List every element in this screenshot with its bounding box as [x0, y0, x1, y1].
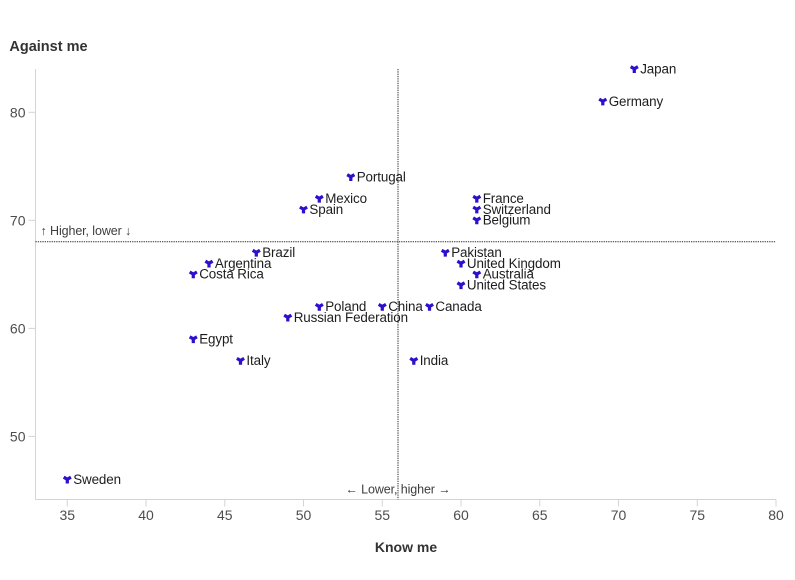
svg-text:Italy: Italy: [246, 353, 270, 368]
svg-text:50: 50: [296, 507, 312, 523]
svg-text:India: India: [420, 353, 449, 368]
svg-text:Egypt: Egypt: [199, 332, 233, 347]
svg-text:Against me: Against me: [9, 39, 87, 55]
svg-text:Argentina: Argentina: [215, 256, 272, 271]
svg-text:Portugal: Portugal: [357, 169, 406, 184]
svg-text:United Kingdom: United Kingdom: [467, 256, 561, 271]
svg-text:↑ Higher, lower ↓: ↑ Higher, lower ↓: [41, 224, 132, 238]
svg-text:80: 80: [10, 104, 26, 120]
svg-text:Australia: Australia: [483, 267, 535, 282]
svg-text:40: 40: [138, 507, 154, 523]
svg-text:60: 60: [10, 320, 26, 336]
svg-text:45: 45: [217, 507, 233, 523]
svg-text:Poland: Poland: [325, 299, 366, 314]
svg-text:United States: United States: [467, 278, 546, 293]
svg-text:China: China: [388, 299, 423, 314]
svg-text:35: 35: [60, 507, 76, 523]
svg-text:70: 70: [10, 212, 26, 228]
svg-text:75: 75: [690, 507, 706, 523]
svg-text:Russian Federation: Russian Federation: [294, 310, 408, 325]
svg-text:50: 50: [10, 428, 26, 444]
svg-text:Belgium: Belgium: [483, 213, 531, 228]
svg-text:60: 60: [453, 507, 469, 523]
svg-text:Brazil: Brazil: [262, 245, 295, 260]
svg-text:Costa Rica: Costa Rica: [199, 267, 264, 282]
svg-text:Switzerland: Switzerland: [483, 202, 551, 217]
svg-text:France: France: [483, 191, 524, 206]
svg-text:Know me: Know me: [375, 539, 437, 555]
svg-text:Spain: Spain: [309, 202, 343, 217]
svg-text:55: 55: [375, 507, 391, 523]
svg-text:Mexico: Mexico: [325, 191, 367, 206]
svg-text:Pakistan: Pakistan: [451, 245, 502, 260]
svg-text:Germany: Germany: [609, 94, 664, 109]
svg-text:Sweden: Sweden: [73, 472, 121, 487]
svg-text:← Lower, higher →: ← Lower, higher →: [345, 483, 450, 497]
svg-text:65: 65: [532, 507, 548, 523]
svg-text:Japan: Japan: [640, 61, 676, 76]
svg-text:70: 70: [611, 507, 627, 523]
svg-text:80: 80: [768, 507, 784, 523]
svg-text:Canada: Canada: [435, 299, 482, 314]
